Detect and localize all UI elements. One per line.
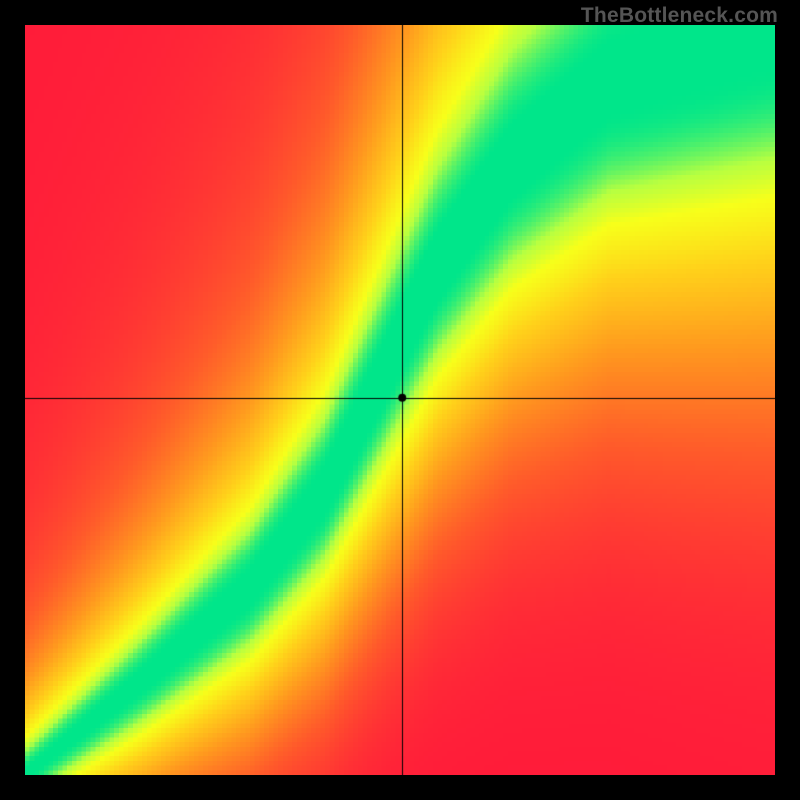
bottleneck-heatmap (25, 25, 775, 775)
chart-container: TheBottleneck.com (0, 0, 800, 800)
watermark-text: TheBottleneck.com (581, 4, 778, 28)
